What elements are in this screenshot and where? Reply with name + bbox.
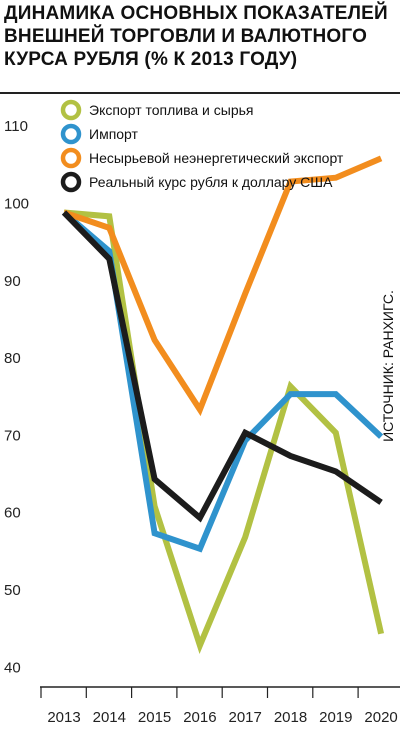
y-tick-label: 100 [4, 195, 29, 212]
legend-label: Реальный курс рубля к доллару США [89, 174, 333, 190]
source-note: ИСТОЧНИК: РАНХИГС. [380, 290, 396, 442]
y-tick-label: 40 [4, 659, 21, 676]
legend-marker [60, 99, 82, 121]
x-tick-label: 2020 [364, 709, 397, 726]
x-tick-label: 2018 [274, 709, 307, 726]
legend-label: Импорт [89, 126, 139, 142]
legend-label: Экспорт топлива и сырья [89, 102, 254, 118]
y-tick-label: 90 [4, 273, 21, 290]
x-tick-label: 2013 [47, 709, 80, 726]
y-tick-label: 60 [4, 505, 21, 522]
y-tick-label: 50 [4, 582, 21, 599]
x-tick-label: 2014 [93, 709, 126, 726]
y-axis-ticks: 40 50 60 70 80 90 100 110 [4, 118, 29, 676]
y-tick-label: 70 [4, 427, 21, 444]
series-line [63, 155, 383, 417]
series-line [63, 209, 385, 654]
x-tick-label: 2017 [229, 709, 262, 726]
legend-marker [60, 171, 82, 193]
legend-marker [60, 123, 82, 145]
title-divider [0, 92, 400, 94]
y-tick-label: 80 [4, 350, 21, 367]
series-line [61, 210, 383, 523]
legend-marker [60, 147, 82, 169]
x-tick-label: 2019 [319, 709, 352, 726]
x-tick-label: 2015 [138, 709, 171, 726]
y-tick-label: 110 [4, 118, 28, 135]
x-tick-label: 2016 [183, 709, 216, 726]
x-axis: 2013 2014 2015 2016 2017 2018 2019 2020 [40, 686, 400, 726]
legend-label: Несырьевой неэнергетический экспорт [89, 150, 344, 166]
chart-title: ДИНАМИКА ОСНОВНЫХ ПОКАЗАТЕЛЕЙ ВНЕШНЕЙ ТО… [4, 3, 388, 70]
legend: Экспорт топлива и сырья Импорт Несырьевой … [60, 99, 344, 193]
series-lines [61, 155, 385, 654]
